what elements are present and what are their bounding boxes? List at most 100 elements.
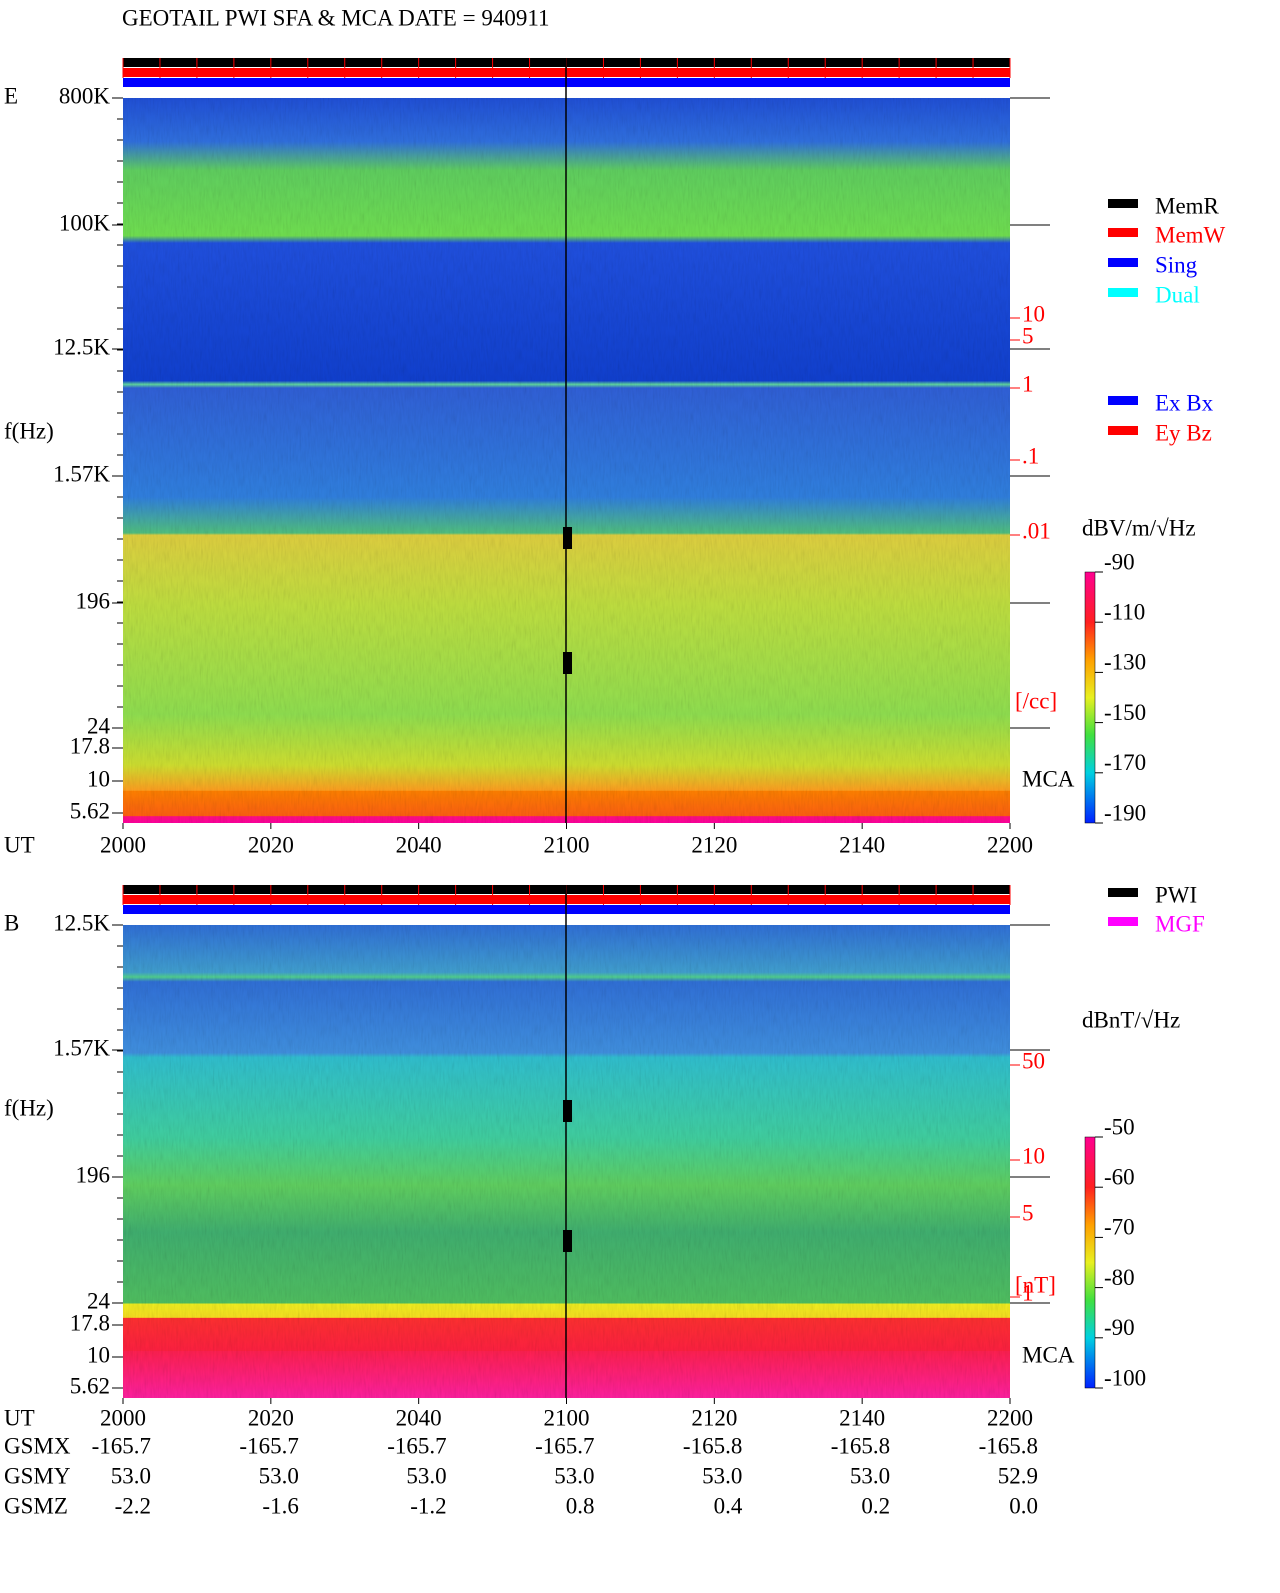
colorbar-tick-label: -80	[1104, 1265, 1135, 1290]
legend-swatch	[1108, 228, 1138, 237]
x-tick-label: 2020	[248, 832, 294, 857]
orbit-name: GSMZ	[4, 1493, 68, 1518]
legend-swatch	[1108, 426, 1138, 435]
orbit-value: 53.0	[554, 1463, 594, 1488]
y-tick-label: 17.8	[70, 1310, 110, 1335]
y-tick-label: 196	[76, 1162, 111, 1187]
x-tick-label: 2200	[987, 832, 1033, 857]
x-tick-label: 2100	[544, 1405, 590, 1430]
orbit-value: 0.8	[566, 1493, 595, 1518]
colorbar	[1084, 1136, 1096, 1389]
orbit-value: 0.2	[861, 1493, 890, 1518]
orbit-value: -165.7	[387, 1433, 446, 1458]
orbit-value: 53.0	[406, 1463, 446, 1488]
marker	[563, 1100, 572, 1122]
colorbar	[1084, 571, 1096, 824]
x-tick-label: 2120	[691, 1405, 737, 1430]
orbit-value: 0.4	[714, 1493, 743, 1518]
colorbar-title: dBV/m/√Hz	[1082, 515, 1196, 540]
title: GEOTAIL PWI SFA & MCA DATE = 940911	[122, 5, 549, 30]
colorbar-tick-label: -90	[1104, 1315, 1135, 1340]
scale-label: .1	[1022, 443, 1039, 468]
colorbar-tick-label: -110	[1104, 599, 1145, 624]
legend-label: Sing	[1155, 252, 1198, 277]
colorbar-tick-label: -70	[1104, 1215, 1135, 1240]
mca-label: MCA	[1022, 1342, 1075, 1367]
colorbar-tick-label: -100	[1104, 1365, 1146, 1390]
x-axis-label: UT	[4, 1405, 35, 1430]
colorbar-tick-label: -130	[1104, 650, 1146, 675]
colorbar-tick-label: -150	[1104, 700, 1146, 725]
scale-label: 5	[1022, 323, 1034, 348]
y-tick-label: 12.5K	[53, 334, 110, 359]
scale-label: 10	[1022, 1143, 1045, 1168]
marker	[563, 527, 572, 549]
legend-label: Ex Bx	[1155, 390, 1214, 415]
legend-swatch	[1108, 258, 1138, 267]
legend-label: Dual	[1155, 282, 1200, 307]
orbit-value: -1.6	[262, 1493, 298, 1518]
orbit-value: -2.2	[115, 1493, 151, 1518]
legend-label: MGF	[1155, 911, 1205, 936]
orbit-value: -165.8	[683, 1433, 742, 1458]
legend-swatch	[1108, 199, 1138, 208]
x-axis-label: UT	[4, 832, 35, 857]
marker	[563, 652, 572, 674]
orbit-value: 53.0	[850, 1463, 890, 1488]
orbit-value: -165.7	[239, 1433, 298, 1458]
scale-unit: [nT]	[1015, 1272, 1056, 1297]
scale-label: 1	[1022, 1280, 1034, 1305]
x-tick-label: 2040	[396, 832, 442, 857]
orbit-value: -165.7	[535, 1433, 594, 1458]
orbit-value: -165.7	[92, 1433, 151, 1458]
y-tick-label: 24	[87, 1288, 111, 1313]
orbit-value: 53.0	[111, 1463, 151, 1488]
x-tick-label: 2040	[396, 1405, 442, 1430]
orbit-value: 53.0	[259, 1463, 299, 1488]
legend-label: MemR	[1155, 193, 1220, 218]
colorbar-tick-label: -90	[1104, 549, 1135, 574]
x-tick-label: 2200	[987, 1405, 1033, 1430]
mca-label: MCA	[1022, 766, 1075, 791]
scale-unit: [/cc]	[1015, 688, 1057, 713]
panel-label: E	[4, 83, 18, 108]
colorbar-tick-label: -60	[1104, 1164, 1135, 1189]
legend-swatch	[1108, 396, 1138, 405]
scale-label: .01	[1022, 518, 1051, 543]
y-tick-label: 1.57K	[53, 1035, 110, 1060]
colorbar-tick-label: -190	[1104, 800, 1146, 825]
marker	[563, 1230, 572, 1252]
scale-label: 5	[1022, 1200, 1034, 1225]
orbit-value: 0.0	[1009, 1493, 1038, 1518]
colorbar-title: dBnT/√Hz	[1082, 1007, 1180, 1032]
y-tick-label: 10	[87, 766, 110, 791]
y-tick-label: 100K	[59, 210, 111, 235]
legend-swatch	[1108, 288, 1138, 297]
orbit-value: 53.0	[702, 1463, 742, 1488]
x-tick-label: 2100	[544, 832, 590, 857]
legend-swatch	[1108, 917, 1138, 926]
y-tick-label: 17.8	[70, 733, 110, 758]
orbit-value: 52.9	[998, 1463, 1038, 1488]
y-axis-label: f(Hz)	[4, 1095, 54, 1120]
y-tick-label: 5.62	[70, 798, 110, 823]
orbit-name: GSMX	[4, 1433, 71, 1458]
panel-label: B	[4, 910, 19, 935]
x-tick-label: 2000	[100, 832, 146, 857]
y-tick-label: 800K	[59, 83, 111, 108]
y-tick-label: 10	[87, 1342, 110, 1367]
y-axis-label: f(Hz)	[4, 418, 54, 443]
legend-swatch	[1108, 888, 1138, 897]
scale-label: 10	[1022, 301, 1045, 326]
y-tick-label: 196	[76, 588, 111, 613]
x-tick-label: 2120	[691, 832, 737, 857]
colorbar-tick-label: -170	[1104, 750, 1146, 775]
orbit-value: -165.8	[831, 1433, 890, 1458]
legend-label: Ey Bz	[1155, 420, 1212, 445]
x-tick-label: 2140	[839, 1405, 885, 1430]
scale-label: 50	[1022, 1048, 1045, 1073]
orbit-value: -1.2	[410, 1493, 446, 1518]
y-tick-label: 1.57K	[53, 461, 110, 486]
x-tick-label: 2020	[248, 1405, 294, 1430]
